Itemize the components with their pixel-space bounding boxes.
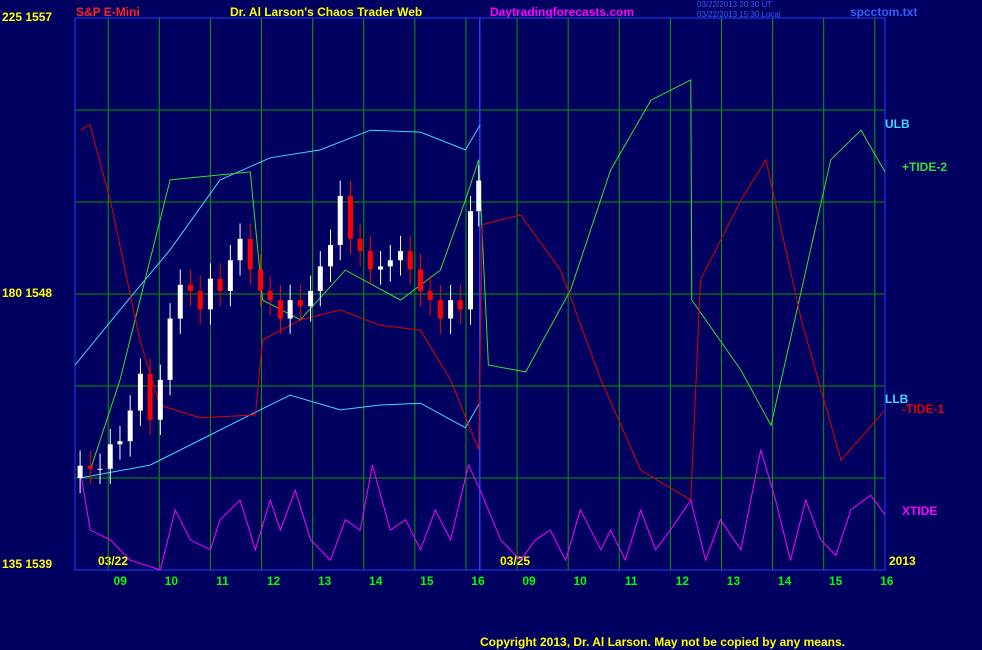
- x-tick-label: 16: [880, 574, 894, 588]
- x-tick-label: 14: [369, 574, 383, 588]
- date-label: 03/22: [98, 554, 128, 568]
- candle-body: [347, 195, 353, 239]
- candle-body: [277, 300, 283, 319]
- candle-body: [367, 251, 373, 270]
- candle-body: [308, 290, 314, 307]
- y-tick-label: 225 1557: [2, 10, 52, 24]
- candle-body: [217, 278, 223, 291]
- x-tick-label: 16: [471, 574, 485, 588]
- x-tick-label: 15: [829, 574, 843, 588]
- line-series: [89, 79, 886, 471]
- time-ut: 03/22/2013 20:30 UT: [697, 0, 772, 9]
- candle-body: [207, 278, 213, 310]
- x-tick-label: 10: [573, 574, 587, 588]
- candle-body: [157, 379, 163, 420]
- candle-body: [457, 300, 463, 310]
- candle-body: [317, 266, 323, 291]
- candle-body: [427, 290, 433, 301]
- legend-label: ULB: [885, 117, 910, 131]
- candle-body: [398, 251, 404, 261]
- candle-body: [147, 373, 153, 420]
- candle-body: [167, 318, 173, 380]
- x-tick-label: 10: [165, 574, 179, 588]
- chart-title: Dr. Al Larson's Chaos Trader Web: [230, 5, 422, 19]
- candle-body: [237, 238, 243, 261]
- x-tick-label: 11: [216, 574, 229, 588]
- copyright: Copyright 2013, Dr. Al Larson. May not b…: [480, 635, 845, 649]
- candle-body: [417, 269, 423, 291]
- x-tick-label: 11: [625, 574, 638, 588]
- y-tick-label: 180 1548: [2, 286, 52, 300]
- time-local: 03/22/2013 15:30 Local: [697, 10, 781, 19]
- legend-label: -TIDE-1: [902, 402, 944, 416]
- x-tick-label: 09: [114, 574, 128, 588]
- candle-body: [267, 290, 273, 301]
- candle-body: [177, 284, 183, 319]
- legend-label: +TIDE-2: [902, 160, 947, 174]
- site: Daytradingforecasts.com: [490, 5, 634, 19]
- candle-body: [187, 284, 193, 291]
- candle-body: [476, 180, 482, 212]
- candle-body: [448, 300, 454, 319]
- candle-body: [227, 260, 233, 291]
- candle-body: [107, 444, 113, 469]
- candle-body: [117, 441, 123, 445]
- file-name: spcctom.txt: [850, 5, 917, 19]
- line-series: [80, 394, 481, 479]
- y-tick-label: 135 1539: [2, 557, 52, 571]
- x-tick-label: 14: [778, 574, 792, 588]
- candle-body: [378, 266, 384, 270]
- date-label: 03/25: [500, 554, 530, 568]
- candle-body: [437, 300, 443, 319]
- x-tick-label: 12: [267, 574, 281, 588]
- candle-body: [127, 410, 133, 442]
- candle-body: [197, 290, 203, 310]
- candle-body: [247, 238, 253, 270]
- candle-body: [77, 465, 83, 478]
- candle-body: [87, 465, 93, 469]
- candle-body: [297, 300, 303, 307]
- line-series: [79, 123, 886, 501]
- x-tick-label: 09: [522, 574, 536, 588]
- candle-body: [287, 300, 293, 319]
- candle-body: [258, 269, 264, 291]
- candle-body: [357, 238, 363, 252]
- year-label: 2013: [889, 554, 916, 568]
- candle-body: [468, 211, 474, 310]
- candle-body: [137, 373, 143, 411]
- x-tick-label: 13: [727, 574, 741, 588]
- x-tick-label: 15: [420, 574, 434, 588]
- x-tick-label: 12: [676, 574, 690, 588]
- symbol: S&P E-Mini: [76, 5, 140, 19]
- candle-body: [407, 251, 413, 270]
- candle-body: [328, 244, 334, 267]
- candle-body: [387, 260, 393, 267]
- candle-body: [97, 468, 103, 470]
- legend-label: LLB: [885, 392, 909, 406]
- line-series: [79, 449, 886, 571]
- x-tick-label: 13: [318, 574, 332, 588]
- legend-label: XTIDE: [902, 504, 937, 518]
- candle-body: [337, 195, 343, 245]
